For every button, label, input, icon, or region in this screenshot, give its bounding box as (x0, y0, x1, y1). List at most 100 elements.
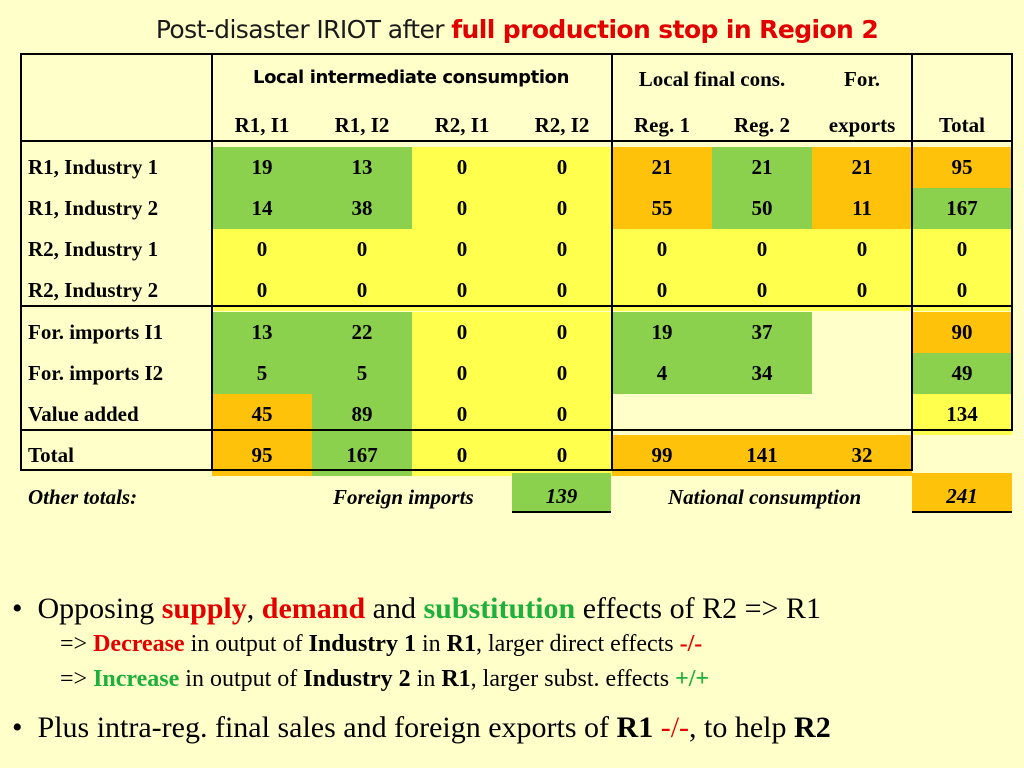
sign-negative: -/- (660, 711, 690, 744)
table-cell: 13 (212, 312, 312, 353)
table-cell: 0 (512, 353, 612, 394)
table-total-divider (20, 429, 1013, 431)
text: and (365, 592, 424, 625)
row-label: R1, Industry 2 (28, 196, 159, 220)
table-cell: 0 (312, 229, 412, 270)
kw-substitution: substitution (423, 592, 576, 625)
bullet-icon: • (12, 592, 38, 625)
foreign-imports-label: Foreign imports (333, 485, 474, 509)
table-cell: 37 (712, 312, 812, 353)
table-intermediate-divider (611, 53, 613, 471)
kw-region: R1 (441, 666, 471, 692)
table-cell: 4 (612, 353, 712, 394)
table-cell: 0 (512, 270, 612, 311)
bullet-icon: • (12, 711, 38, 744)
kw-region: R2 (794, 711, 831, 744)
table-header-divider (20, 140, 1013, 142)
row-label: Value added (28, 402, 139, 426)
table-cell: 90 (912, 312, 1012, 353)
table-cell: 0 (612, 270, 712, 311)
row-label: R1, Industry 1 (28, 155, 159, 179)
kw-region: R1 (446, 631, 476, 657)
col-header-total: Total (939, 113, 985, 137)
col-header-r2-i2: R2, I2 (534, 113, 590, 137)
table-cell: 0 (612, 229, 712, 270)
table-cell: 0 (212, 229, 312, 270)
col-header-exports: exports (828, 113, 896, 137)
sub-bullet-increase: => Increase in output of Industry 2 in R… (60, 664, 709, 694)
table-cell: 0 (712, 270, 812, 311)
text: in (415, 631, 447, 657)
row-label: R2, Industry 2 (28, 278, 159, 302)
table-cell: 0 (212, 270, 312, 311)
table-cell: 45 (212, 394, 312, 435)
table-border-top (20, 53, 1013, 55)
table-cell: 0 (412, 270, 512, 311)
national-consumption-value: 241 (912, 473, 1012, 513)
arrow: => (60, 631, 94, 657)
kw-industry: Industry 2 (303, 666, 411, 692)
table-cell: 38 (312, 188, 412, 229)
header-final-consumption: Local final cons. (638, 67, 786, 91)
table-total-col-divider (911, 53, 913, 471)
row-label: For. imports I2 (28, 361, 164, 385)
table-cell: 13 (312, 147, 412, 188)
national-consumption-label: National consumption (668, 485, 862, 509)
text: , to help (689, 711, 795, 744)
table-cell: 55 (612, 188, 712, 229)
table-cell: 0 (912, 229, 1012, 270)
col-header-r2-i1: R2, I1 (434, 113, 490, 137)
text: , (246, 592, 262, 625)
other-totals-label: Other totals: (28, 485, 138, 509)
header-intermediate-consumption: Local intermediate consumption (253, 67, 569, 88)
col-header-reg2: Reg. 2 (734, 113, 790, 137)
table-cell: 0 (912, 270, 1012, 311)
table-cell: 89 (312, 394, 412, 435)
table-cell: 34 (712, 353, 812, 394)
table-cell: 50 (712, 188, 812, 229)
table-cell: 0 (712, 229, 812, 270)
table-cell: 21 (612, 147, 712, 188)
table-cell: 134 (912, 394, 1012, 435)
table-cell: 19 (612, 312, 712, 353)
table-border-bottom (20, 469, 913, 471)
text: in output of (184, 631, 309, 657)
kw-increase: Increase (93, 666, 180, 692)
table-cell: 5 (312, 353, 412, 394)
table-cell: 11 (812, 188, 912, 229)
title-highlight: full production stop in Region 2 (451, 15, 879, 44)
table-cell: 0 (412, 229, 512, 270)
kw-decrease: Decrease (93, 631, 185, 657)
table-cell: 0 (512, 147, 612, 188)
kw-industry: Industry 1 (308, 631, 416, 657)
table-cell: 0 (512, 394, 612, 435)
table-cell: 0 (512, 312, 612, 353)
table-cell: 95 (912, 147, 1012, 188)
table-border-right (1011, 53, 1013, 431)
text: effects of R2 => R1 (575, 592, 821, 625)
kw-supply: supply (161, 592, 247, 625)
table-cell: 5 (212, 353, 312, 394)
table-cell: 0 (312, 270, 412, 311)
col-header-reg1: Reg. 1 (634, 113, 690, 137)
table-cell: 21 (712, 147, 812, 188)
table-label-divider (211, 53, 213, 471)
table-cell: 0 (412, 188, 512, 229)
table-border-left (20, 53, 22, 471)
table-cell: 0 (412, 312, 512, 353)
table-cell: 0 (512, 188, 612, 229)
arrow: => (60, 666, 94, 692)
header-foreign: For. (844, 67, 880, 91)
text: , larger subst. effects (470, 666, 676, 692)
page-title: Post-disaster IRIOT after full productio… (0, 15, 1024, 44)
table-cell: 0 (412, 394, 512, 435)
sign-positive: +/+ (675, 666, 710, 692)
kw-region: R1 (616, 711, 654, 744)
table-cell: 49 (912, 353, 1012, 394)
table-cell: 0 (812, 229, 912, 270)
table-cell: 19 (212, 147, 312, 188)
table-cell: 0 (412, 353, 512, 394)
table-cell: 21 (812, 147, 912, 188)
table-cell: 22 (312, 312, 412, 353)
table-section-divider (20, 305, 1013, 307)
